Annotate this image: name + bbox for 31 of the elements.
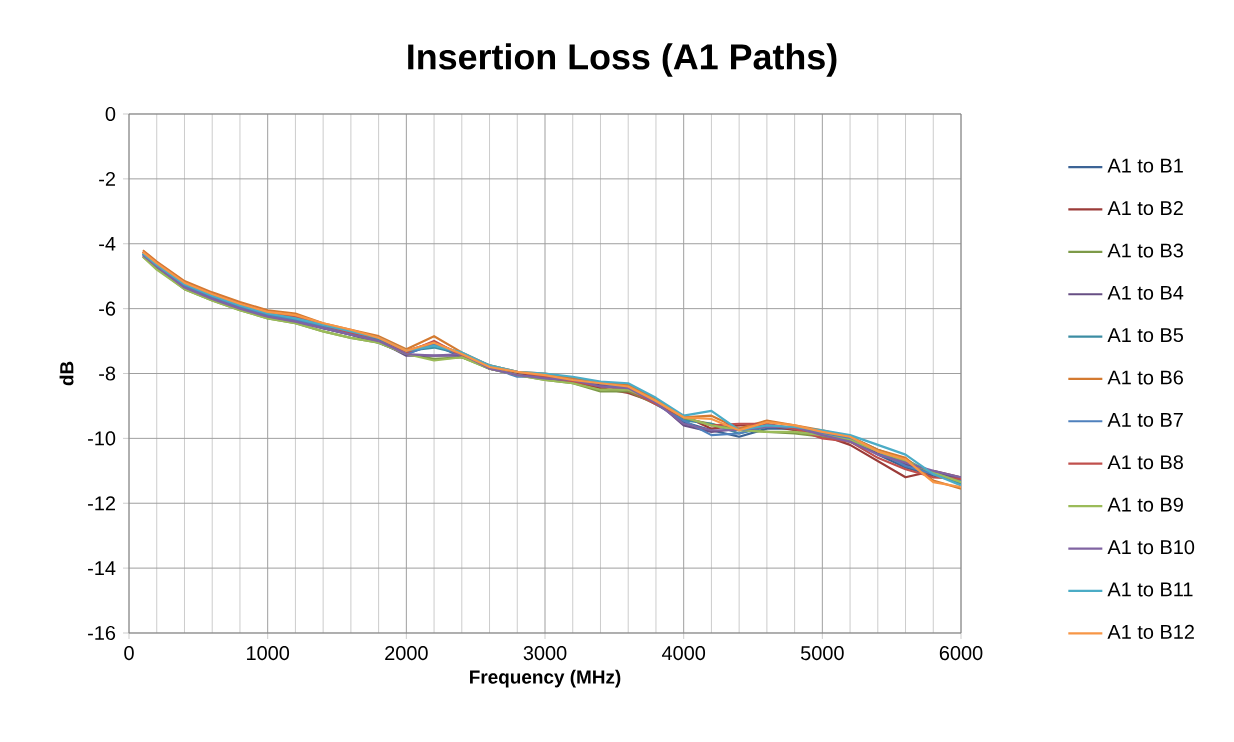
legend-label: A1 to B3	[1107, 243, 1183, 258]
legend-label: A1 to B6	[1107, 370, 1183, 385]
y-tick-label: -2	[99, 171, 115, 186]
x-axis-title: Frequency (MHz)	[470, 669, 621, 688]
x-tick-label: 4000	[661, 646, 706, 661]
y-tick-label: -14	[88, 561, 116, 575]
legend-label: A1 to B10	[1107, 540, 1195, 555]
legend-label: A1 to B12	[1107, 624, 1194, 639]
y-tick-label: -10	[88, 431, 116, 446]
x-tick-label: 3000	[523, 646, 567, 661]
y-tick-label: 0	[105, 106, 116, 122]
x-tick-label: 0	[124, 646, 134, 661]
legend-label: A1 to B1	[1107, 158, 1183, 173]
legend-label: A1 to B7	[1107, 412, 1183, 427]
y-axis-title: dB	[59, 361, 74, 386]
legend-label: A1 to B11	[1107, 582, 1193, 597]
legend-label: A1 to B9	[1107, 497, 1183, 512]
chart-title: Insertion Loss (A1 Paths)	[408, 43, 837, 77]
legend-label: A1 to B2	[1107, 200, 1183, 216]
y-tick-label: -4	[99, 236, 116, 251]
y-tick-label: -8	[99, 366, 116, 381]
x-tick-label: 6000	[939, 646, 983, 661]
legend-label: A1 to B4	[1107, 285, 1184, 300]
y-tick-label: -16	[88, 625, 116, 641]
x-tick-label: 5000	[800, 646, 844, 661]
legend-label: A1 to B8	[1107, 455, 1183, 470]
x-tick-label: 1000	[247, 646, 290, 661]
y-tick-label: -12	[88, 496, 115, 511]
x-tick-label: 2000	[385, 646, 428, 661]
y-tick-label: -6	[99, 301, 116, 316]
legend-label: A1 to B5	[1107, 328, 1184, 343]
